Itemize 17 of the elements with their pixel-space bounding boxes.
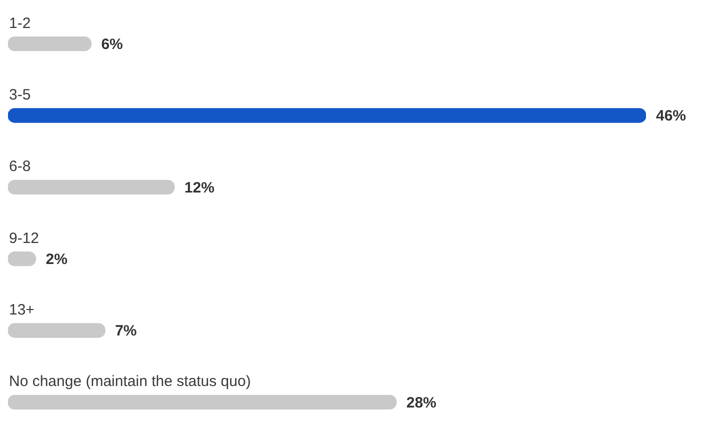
y-tick-label: 13+: [9, 302, 35, 318]
bar: [8, 180, 175, 194]
data-label: 46%: [656, 108, 686, 125]
data-label: 2%: [46, 250, 68, 268]
bar: [8, 323, 106, 338]
data-label: 6%: [101, 36, 123, 53]
data-label: 12%: [184, 179, 214, 196]
y-tick-label: No change (maintain the status quo): [9, 373, 251, 390]
y-tick-label: 1-2: [9, 14, 31, 32]
bar: [8, 394, 397, 410]
data-label: 28%: [406, 394, 436, 412]
y-tick-label: 9-12: [9, 230, 40, 247]
y-tick-label: 6-8: [9, 158, 31, 176]
y-tick-label: 3-5: [9, 86, 31, 104]
bar: [8, 108, 646, 123]
data-label: 7%: [115, 322, 137, 340]
bar: [8, 36, 92, 52]
